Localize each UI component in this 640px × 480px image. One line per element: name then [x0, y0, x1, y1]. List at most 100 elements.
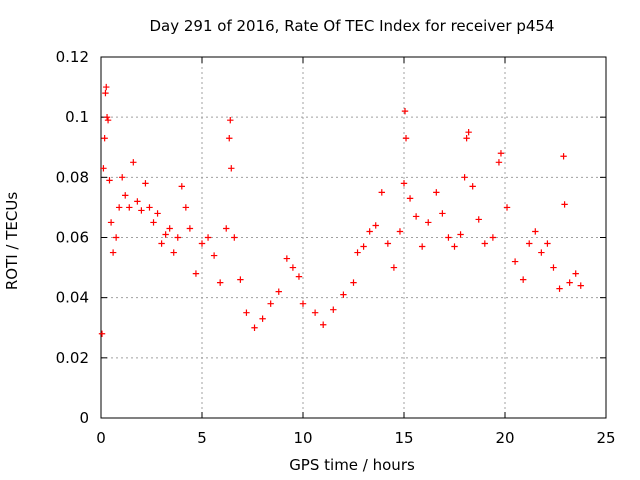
x-tick-label: 5: [197, 429, 207, 447]
data-point: [198, 240, 206, 247]
data-point: [104, 116, 112, 124]
data-point: [577, 282, 584, 289]
data-point: [103, 83, 110, 91]
data-point: [166, 225, 173, 232]
data-point: [283, 255, 291, 262]
data-point: [360, 243, 367, 250]
data-point: [503, 204, 511, 211]
data-point: [497, 150, 505, 157]
data-point: [366, 228, 373, 235]
data-point: [418, 243, 426, 250]
data-point: [142, 180, 149, 187]
y-tick-label: 0.02: [56, 349, 89, 367]
data-point: [406, 195, 414, 202]
data-point: [259, 315, 266, 322]
data-point: [106, 177, 113, 184]
data-point: [130, 159, 137, 166]
data-point: [289, 264, 297, 271]
x-tick-label: 20: [495, 429, 514, 447]
data-point: [251, 324, 258, 331]
data-point: [115, 204, 123, 211]
data-point: [126, 204, 133, 211]
data-point: [267, 300, 274, 307]
data-point: [210, 252, 218, 259]
x-tick-label: 10: [293, 429, 312, 447]
data-point: [102, 89, 109, 97]
data-point: [481, 240, 488, 247]
data-point: [425, 219, 432, 226]
data-point: [461, 174, 468, 181]
data-point: [237, 276, 244, 283]
data-point: [182, 204, 190, 211]
data-point: [101, 135, 108, 142]
data-point: [150, 219, 157, 226]
axes: [100, 56, 607, 419]
data-point: [463, 135, 470, 142]
data-point: [216, 279, 224, 286]
chart-title: Day 291 of 2016, Rate Of TEC Index for r…: [150, 17, 555, 35]
data-point: [350, 279, 357, 286]
data-point: [495, 159, 503, 166]
x-tick-label: 0: [96, 429, 106, 447]
grid: [101, 57, 606, 418]
data-point: [119, 174, 126, 181]
data-point: [134, 198, 141, 205]
data-point: [186, 225, 194, 232]
y-tick-label: 0.1: [65, 108, 89, 126]
data-points: [98, 83, 584, 337]
data-point: [158, 240, 165, 247]
data-point: [146, 204, 153, 211]
data-point: [231, 234, 238, 241]
data-point: [526, 240, 533, 247]
data-point: [228, 165, 235, 172]
x-axis-label: GPS time / hours: [289, 456, 415, 474]
data-point: [519, 276, 527, 283]
data-point: [544, 240, 551, 247]
data-point: [192, 270, 200, 277]
data-point: [469, 183, 476, 190]
data-point: [433, 189, 440, 196]
data-point: [511, 258, 519, 265]
data-point: [354, 249, 361, 256]
data-point: [330, 306, 337, 313]
data-point: [320, 321, 327, 328]
data-point: [109, 249, 117, 256]
data-point: [556, 285, 563, 292]
data-point: [100, 165, 107, 172]
data-point: [566, 279, 573, 286]
data-point: [122, 192, 129, 199]
data-point: [572, 270, 579, 277]
y-tick-label: 0.12: [56, 48, 89, 66]
data-point: [390, 264, 398, 271]
data-point: [223, 225, 230, 232]
data-point: [532, 228, 539, 235]
x-tick-label: 25: [596, 429, 615, 447]
data-point: [275, 288, 282, 295]
data-point: [538, 249, 545, 256]
data-point: [227, 116, 234, 124]
y-tick-label: 0: [79, 409, 89, 427]
data-point: [445, 234, 452, 241]
data-point: [162, 231, 169, 238]
data-point: [489, 234, 497, 241]
data-point: [340, 291, 347, 298]
data-point: [154, 210, 161, 217]
data-point: [451, 243, 458, 250]
data-point: [378, 189, 385, 196]
y-tick-label: 0.08: [56, 168, 89, 186]
data-point: [457, 231, 464, 238]
data-point: [384, 240, 392, 247]
data-point: [372, 222, 379, 229]
y-axis-label: ROTI / TECUs: [3, 192, 21, 290]
y-tick-label: 0.04: [56, 289, 89, 307]
data-point: [170, 249, 177, 256]
data-point: [107, 219, 115, 226]
data-point: [243, 309, 250, 316]
data-point: [299, 300, 307, 307]
data-point: [412, 213, 420, 220]
data-point: [112, 234, 120, 241]
data-point: [465, 129, 472, 136]
tick-labels: 0 5 10 15 20 25 0 0.02 0.04 0.06 0.08 0.1 0.12: [56, 48, 616, 447]
